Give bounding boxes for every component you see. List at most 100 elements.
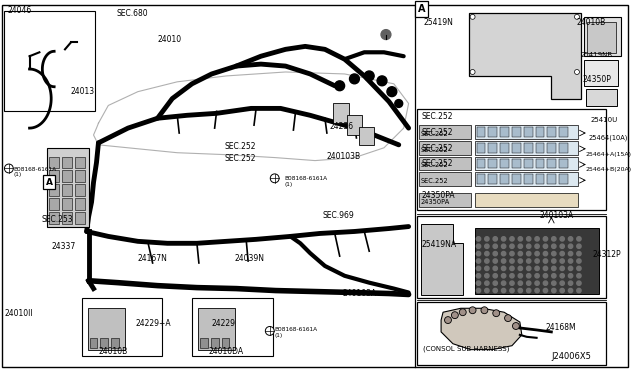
Text: B08168-6161A
(1): B08168-6161A (1) (14, 167, 57, 177)
Text: 24229: 24229 (212, 319, 236, 328)
Bar (49, 184, 59, 196)
Circle shape (493, 237, 497, 241)
Text: SEC.252: SEC.252 (421, 160, 453, 169)
Circle shape (552, 251, 556, 256)
Bar (488, 143, 497, 153)
Text: 24010: 24010 (157, 35, 182, 44)
Circle shape (484, 244, 489, 248)
Bar (75, 212, 84, 224)
Text: 24013: 24013 (71, 87, 95, 96)
Circle shape (493, 266, 497, 270)
Bar (75, 170, 84, 182)
Circle shape (560, 251, 564, 256)
Bar (512, 143, 521, 153)
Circle shape (577, 259, 581, 263)
Bar (62, 157, 72, 169)
Bar (512, 158, 521, 169)
Circle shape (543, 244, 548, 248)
Circle shape (470, 70, 475, 74)
Circle shape (395, 100, 403, 108)
Circle shape (527, 259, 531, 263)
Circle shape (560, 288, 564, 293)
Bar (477, 174, 485, 184)
Bar (417, 216, 607, 298)
Text: SEC.252: SEC.252 (421, 128, 453, 137)
Circle shape (575, 70, 579, 74)
Bar (547, 127, 556, 137)
Text: 24046: 24046 (8, 6, 32, 15)
Bar (111, 338, 119, 348)
Text: SEC.253: SEC.253 (42, 215, 73, 224)
Text: 24312P: 24312P (593, 250, 621, 259)
Circle shape (552, 259, 556, 263)
Circle shape (470, 15, 475, 19)
Bar (488, 127, 497, 137)
Text: 240103A: 240103A (540, 211, 574, 219)
Circle shape (476, 274, 481, 278)
Text: 25464+B(20A): 25464+B(20A) (586, 167, 632, 172)
Circle shape (518, 274, 522, 278)
Bar (24, 100, 29, 105)
Circle shape (510, 244, 514, 248)
Text: SEC.252: SEC.252 (420, 131, 448, 137)
Circle shape (543, 281, 548, 285)
Text: 24236: 24236 (330, 122, 354, 131)
Circle shape (568, 281, 573, 285)
Circle shape (577, 237, 581, 241)
Circle shape (484, 281, 489, 285)
Circle shape (535, 281, 540, 285)
Bar (536, 174, 545, 184)
Bar (198, 308, 236, 350)
Bar (475, 193, 578, 207)
Circle shape (510, 274, 514, 278)
Bar (586, 89, 618, 106)
Circle shape (518, 259, 522, 263)
Text: SEC.252: SEC.252 (420, 147, 448, 153)
Bar (419, 157, 470, 170)
Circle shape (510, 288, 514, 293)
Bar (524, 158, 532, 169)
Circle shape (535, 288, 540, 293)
Circle shape (568, 244, 573, 248)
Circle shape (445, 317, 451, 324)
Text: SEC.969: SEC.969 (323, 211, 355, 219)
Circle shape (364, 71, 374, 81)
Circle shape (535, 259, 540, 263)
Circle shape (518, 237, 522, 241)
Circle shape (476, 244, 481, 248)
Text: 25410U: 25410U (591, 117, 618, 123)
Bar (47, 100, 53, 105)
Bar (477, 143, 485, 153)
Circle shape (535, 266, 540, 270)
Circle shape (513, 323, 520, 330)
Text: 24010B: 24010B (99, 347, 128, 356)
Text: SEC.252: SEC.252 (421, 144, 453, 153)
Circle shape (577, 266, 581, 270)
Circle shape (510, 259, 514, 263)
Bar (559, 158, 568, 169)
Bar (500, 127, 509, 137)
Circle shape (568, 274, 573, 278)
Text: 240103A: 240103A (342, 289, 377, 298)
Circle shape (527, 251, 531, 256)
Bar (419, 172, 470, 186)
Circle shape (349, 74, 360, 84)
Bar (512, 174, 521, 184)
Circle shape (510, 251, 514, 256)
Bar (419, 141, 470, 155)
Circle shape (552, 281, 556, 285)
Circle shape (493, 281, 497, 285)
Circle shape (568, 251, 573, 256)
Circle shape (502, 259, 506, 263)
Circle shape (527, 266, 531, 270)
Bar (477, 158, 485, 169)
Bar (419, 193, 470, 207)
Text: 25419N: 25419N (424, 18, 453, 27)
Circle shape (577, 251, 581, 256)
Circle shape (493, 310, 500, 317)
Text: B08168-6161A
(1): B08168-6161A (1) (285, 176, 328, 187)
Circle shape (552, 237, 556, 241)
Text: 24337: 24337 (51, 242, 76, 251)
Text: SEC.252: SEC.252 (420, 163, 448, 169)
Text: SEC.252: SEC.252 (225, 142, 256, 151)
